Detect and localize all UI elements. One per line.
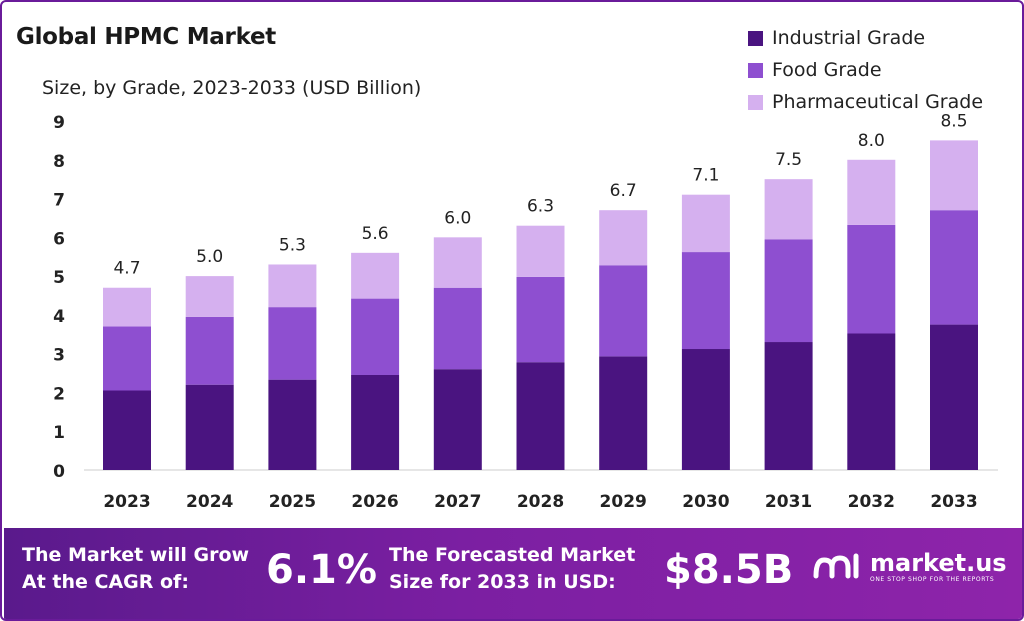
x-tick-label: 2028 [517,492,564,512]
y-tick-label: 9 [53,113,65,133]
bar-segment-industrial [351,374,400,470]
bar-segment-pharma [516,225,565,277]
forecast-value: $8.5B [664,547,794,593]
forecast-label-line1: The Forecasted Market [389,544,636,566]
bar-segment-industrial [847,333,896,470]
legend-swatch-pharma [748,94,763,110]
y-tick-label: 5 [53,268,65,288]
bar-total-label: 6.7 [610,181,637,201]
cagr-label-line1: The Market will Grow [22,544,250,566]
y-tick-label: 0 [53,462,65,482]
bar-segment-pharma [930,140,978,211]
y-tick-label: 7 [53,191,65,211]
bar-segment-pharma [599,210,648,266]
summary-banner: The Market will Grow At the CAGR of: 6.1… [4,528,1022,619]
y-tick-label: 8 [53,152,65,172]
bar-segment-industrial [268,379,317,470]
chart-title: Global HPMC Market [16,24,276,50]
bar-total-label: 7.5 [775,150,802,170]
bar-total-label: 5.3 [279,235,306,255]
x-tick-label: 2025 [269,492,316,512]
bar-segment-food [847,224,896,334]
bar-segment-food [433,287,482,370]
x-tick-label: 2033 [930,492,977,512]
bar-segment-food [681,252,730,350]
legend-item-pharma: Pharmaceutical Grade [748,86,983,118]
brand-name: market.us [870,548,1007,577]
bar-segment-food [103,326,151,391]
bar-segment-industrial [516,362,565,470]
bar-segment-industrial [433,369,482,470]
y-tick-label: 1 [53,423,65,443]
bar-segment-pharma [185,276,234,317]
chart-subtitle: Size, by Grade, 2023-2033 (USD Billion) [42,77,422,99]
market-us-logo-icon [813,553,859,579]
x-tick-label: 2032 [848,492,895,512]
legend-item-industrial: Industrial Grade [748,22,983,54]
stacked-bar-chart: 0 1 2 3 4 5 6 7 8 9 4.7 2023 5.0 2024 5.3 2025 5.6 2026 6.… [53,111,998,512]
bar-segment-pharma [433,237,482,288]
bar-total-label: 6.0 [444,208,471,228]
x-tick-label: 2027 [434,492,481,512]
bar-segment-food [764,239,813,343]
bar-segment-pharma [103,287,151,327]
x-tick-label: 2024 [186,492,233,512]
legend-label-food: Food Grade [772,59,882,81]
bar-segment-pharma [268,264,317,308]
chart-legend: Industrial Grade Food Grade Pharmaceutic… [748,22,983,118]
bar-segment-food [351,298,400,375]
y-tick-label: 6 [53,229,65,249]
bar-segment-industrial [599,356,648,470]
bar-segment-food [185,316,234,385]
bar-segment-industrial [185,384,234,470]
bar-total-label: 8.0 [858,131,885,151]
bar-segment-food [516,276,565,363]
brand-logo: market.us ONE STOP SHOP FOR THE REPORTS [812,550,1007,584]
brand-tagline: ONE STOP SHOP FOR THE REPORTS [870,575,995,583]
bar-segment-food [268,307,317,380]
bar-segment-pharma [351,252,400,299]
bar-segment-pharma [764,179,813,240]
forecast-label-line2: Size for 2033 in USD: [389,571,616,593]
bar-segment-pharma [681,194,730,253]
bar-segment-industrial [103,390,151,470]
y-tick-label: 2 [53,384,65,404]
bar-total-label: 4.7 [113,259,140,279]
bar-segment-food [599,265,648,357]
bar-segment-industrial [681,349,730,470]
y-tick-label: 3 [53,346,65,366]
bar-total-label: 7.1 [692,166,719,186]
legend-label-industrial: Industrial Grade [772,27,926,49]
cagr-label-line2: At the CAGR of: [22,571,189,593]
bar-total-label: 8.5 [940,111,967,131]
x-tick-label: 2026 [351,492,398,512]
bar-total-label: 5.0 [196,247,223,267]
x-tick-label: 2030 [682,492,729,512]
legend-label-pharma: Pharmaceutical Grade [772,91,984,113]
cagr-value: 6.1% [266,547,377,593]
forecast-label: The Forecasted Market Size for 2033 in U… [389,542,635,596]
legend-swatch-industrial [748,30,763,46]
brand-text: market.us ONE STOP SHOP FOR THE REPORTS [870,551,1007,584]
bar-segment-industrial [930,324,978,470]
bar-segment-pharma [847,159,896,225]
y-tick-label: 4 [53,307,65,327]
bar-segment-industrial [764,342,813,470]
x-tick-label: 2023 [103,492,150,512]
bar-total-label: 5.6 [362,224,389,244]
x-tick-label: 2029 [600,492,647,512]
bar-segment-food [930,210,978,325]
cagr-label: The Market will Grow At the CAGR of: [22,542,249,596]
legend-swatch-food [748,62,763,78]
legend-item-food: Food Grade [748,54,983,86]
bar-total-label: 6.3 [527,197,554,217]
x-tick-label: 2031 [765,492,812,512]
